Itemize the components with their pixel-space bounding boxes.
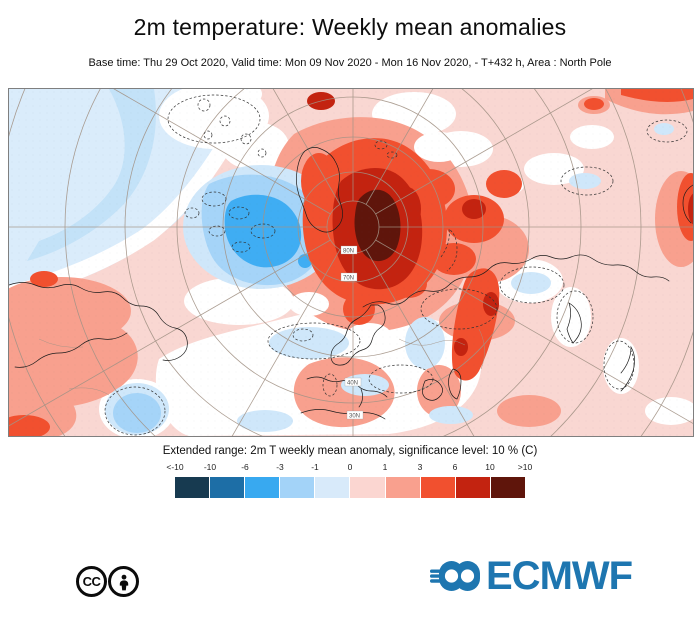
legend-color-cell (455, 477, 490, 498)
page-subtitle: Base time: Thu 29 Oct 2020, Valid time: … (88, 57, 612, 69)
legend-tick-label: 1 (382, 462, 388, 472)
map-canvas: 80N 70N 40N 30N (9, 89, 693, 436)
legend-tick-label: <-10 (166, 462, 184, 472)
legend-title: Extended range: 2m T weekly mean anomaly… (162, 445, 538, 457)
legend-tick-label: -6 (241, 462, 249, 472)
anomaly-map: 80N 70N 40N 30N (8, 88, 694, 437)
grid-label: 70N (343, 276, 354, 282)
legend-tick-label: 3 (417, 462, 423, 472)
legend-tick-label: >10 (517, 462, 533, 472)
legend-tick-label: 0 (347, 462, 353, 472)
ecmwf-logo-icon (430, 561, 480, 591)
ecmwf-logo-text: ECMWF (486, 554, 633, 598)
person-glyph (119, 574, 128, 590)
legend-tick-label: 10 (485, 462, 495, 472)
legend-color-cell (315, 477, 350, 498)
legend-color-cell (420, 477, 455, 498)
legend-tick-row: <-10 -10 -6 -3 -1 0 1 3 6 10 >10 (166, 462, 532, 473)
grid-label: 40N (347, 381, 358, 387)
license-badges: CC (76, 566, 139, 597)
ecmwf-logo: ECMWF (430, 554, 633, 598)
cc-icon: CC (76, 566, 107, 597)
coastline-layer (9, 147, 693, 420)
legend-color-cell (385, 477, 420, 498)
legend-colorbar (175, 477, 525, 498)
legend-tick-label: -1 (311, 462, 319, 472)
legend-color-cell (210, 477, 245, 498)
legend-tick-label: -10 (203, 462, 217, 472)
legend-color-cell (350, 477, 385, 498)
attribution-person-icon (108, 566, 139, 597)
legend-color-cell (245, 477, 280, 498)
legend-color-cell (490, 477, 525, 498)
legend-tick-label: -3 (276, 462, 284, 472)
dashed-contour-layer (104, 94, 688, 436)
page-title: 2m temperature: Weekly mean anomalies (133, 14, 567, 40)
graticule-layer (9, 89, 693, 436)
grid-label: 30N (349, 414, 360, 420)
grid-label: 80N (343, 249, 354, 255)
legend-color-cell (280, 477, 315, 498)
graticule-label-layer: 80N 70N 40N 30N (340, 245, 364, 420)
cc-icon-label: CC (82, 574, 101, 589)
legend-color-cell (175, 477, 210, 498)
legend-tick-label: 6 (452, 462, 458, 472)
